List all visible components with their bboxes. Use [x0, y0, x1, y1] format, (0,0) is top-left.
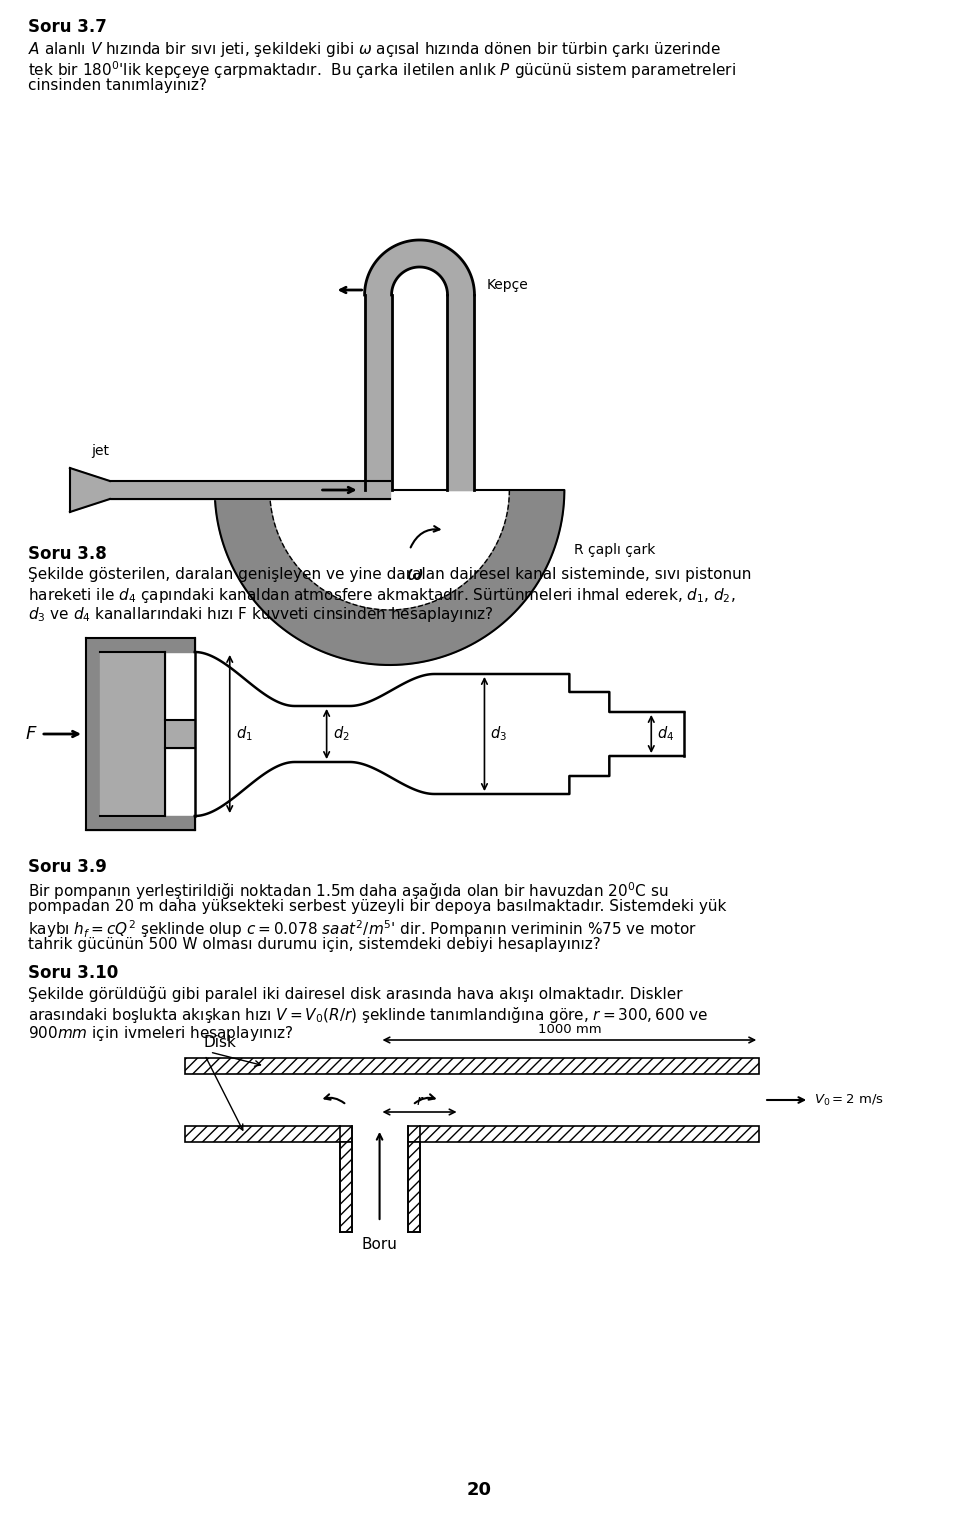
Bar	[184, 1126, 351, 1142]
Text: 20: 20	[467, 1481, 492, 1499]
Polygon shape	[85, 638, 100, 829]
Polygon shape	[100, 638, 195, 652]
Bar	[408, 1126, 759, 1142]
Polygon shape	[365, 240, 474, 295]
Text: $d_2$: $d_2$	[332, 725, 349, 743]
Text: jet: jet	[91, 444, 108, 459]
Text: tek bir 180$^0$'lik kepçeye çarpmaktadır.  Bu çarka iletilen anlık $P$ gücünü si: tek bir 180$^0$'lik kepçeye çarpmaktadır…	[28, 59, 736, 81]
Text: Soru 3.9: Soru 3.9	[28, 858, 107, 876]
Text: Soru 3.7: Soru 3.7	[28, 18, 107, 36]
Polygon shape	[215, 491, 564, 665]
Text: Şekilde görüldüğü gibi paralel iki dairesel disk arasında hava akışı olmaktadır.: Şekilde görüldüğü gibi paralel iki daire…	[28, 986, 683, 1003]
Text: Şekilde gösterilen, daralan genişleyen ve yine daralan dairesel kanal sisteminde: Şekilde gösterilen, daralan genişleyen v…	[28, 567, 752, 582]
Text: F: F	[26, 725, 36, 743]
Polygon shape	[195, 652, 684, 816]
Text: $V_0=2$ m/s: $V_0=2$ m/s	[814, 1092, 884, 1107]
Polygon shape	[70, 468, 109, 512]
Text: $900mm$ için ivmeleri hesaplayınız?: $900mm$ için ivmeleri hesaplayınız?	[28, 1024, 293, 1044]
Polygon shape	[109, 482, 390, 500]
Text: 1000 mm: 1000 mm	[538, 1022, 601, 1036]
Text: Kepçe: Kepçe	[487, 278, 528, 292]
Polygon shape	[165, 720, 195, 747]
Text: cinsinden tanımlayınız?: cinsinden tanımlayınız?	[28, 77, 206, 93]
Text: tahrik gücünün 500 W olması durumu için, sistemdeki debiyi hesaplayınız?: tahrik gücünün 500 W olması durumu için,…	[28, 937, 601, 952]
Text: $d_3$ ve $d_4$ kanallarındaki hızı F kuvveti cinsinden hesaplayınız?: $d_3$ ve $d_4$ kanallarındaki hızı F kuv…	[28, 605, 493, 624]
Text: arasındaki boşlukta akışkan hızı $V = V_0(R/r)$ şeklinde tanımlandığına göre, $r: arasındaki boşlukta akışkan hızı $V = V_…	[28, 1006, 708, 1025]
Text: $d_4$: $d_4$	[658, 725, 675, 743]
Bar	[408, 1142, 420, 1232]
Text: kaybı $h_f = cQ^2$ şeklinde olup $c=0.078\ saat^2/m^5$' dir. Pompanın veriminin : kaybı $h_f = cQ^2$ şeklinde olup $c=0.07…	[28, 917, 697, 940]
Polygon shape	[447, 295, 474, 491]
Bar	[340, 1142, 351, 1232]
Polygon shape	[100, 652, 165, 816]
Text: $\omega$: $\omega$	[406, 565, 423, 583]
Text: $d_1$: $d_1$	[236, 725, 252, 743]
Text: Soru 3.10: Soru 3.10	[28, 965, 118, 981]
Text: Disk: Disk	[204, 1034, 236, 1050]
Polygon shape	[100, 816, 195, 829]
Text: Boru: Boru	[362, 1236, 397, 1252]
Text: Soru 3.8: Soru 3.8	[28, 545, 107, 564]
Text: pompadan 20 m daha yüksekteki serbest yüzeyli bir depoya basılmaktadır. Sistemde: pompadan 20 m daha yüksekteki serbest yü…	[28, 899, 727, 914]
Text: r: r	[417, 1094, 422, 1107]
Text: $A$ alanlı $V$ hızında bir sıvı jeti, şekildeki gibi $\omega$ açısal hızında dön: $A$ alanlı $V$ hızında bir sıvı jeti, şe…	[28, 39, 721, 59]
Text: R çaplı çark: R çaplı çark	[574, 542, 656, 557]
Text: hareketi ile $d_4$ çapındaki kanaldan atmosfere akmaktadır. Sürtünmeleri ihmal e: hareketi ile $d_4$ çapındaki kanaldan at…	[28, 586, 735, 605]
Bar	[184, 1059, 759, 1074]
Polygon shape	[365, 295, 392, 491]
Text: Bir pompanın yerleştirildiği noktadan 1.5m daha aşağıda olan bir havuzdan 20$^0$: Bir pompanın yerleştirildiği noktadan 1.…	[28, 880, 668, 902]
Text: $d_3$: $d_3$	[491, 725, 507, 743]
